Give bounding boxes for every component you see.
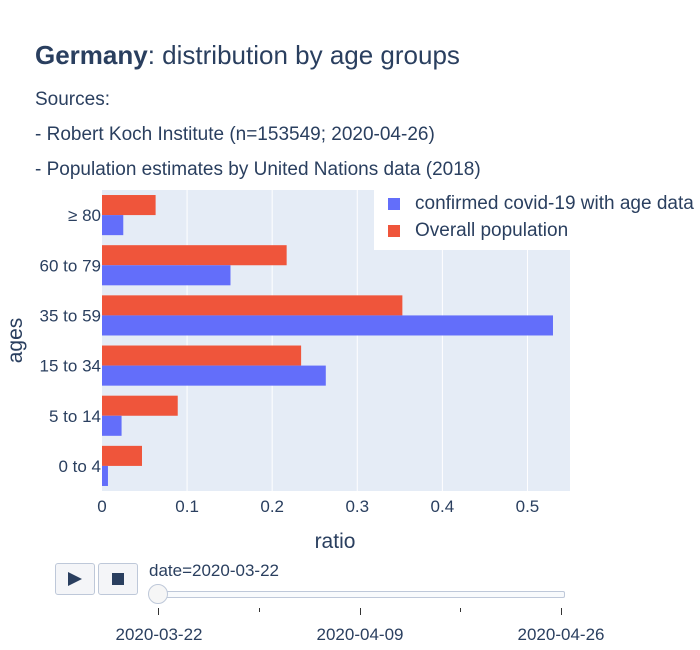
stop-button[interactable] [98,563,138,595]
bar-covid [102,415,122,436]
slider-tick-label[interactable]: 2020-04-26 [517,625,605,644]
slider-tick-label[interactable]: 2020-04-09 [316,625,404,644]
bar-population [102,245,287,266]
play-button[interactable] [55,563,95,595]
source-rki: - Robert Koch Institute (n=153549; 2020-… [35,124,435,145]
bar-covid [102,315,553,336]
x-axis-label: ratio [315,530,356,553]
x-tick-label: 0.1 [175,497,199,516]
stop-icon [112,573,124,585]
y-tick-label: 5 to 14 [49,407,101,426]
bar-chart: 0 0.1 0.2 0.3 0.4 0.5 0 to 4 5 to 14 15 to 34 35 … [4,190,570,553]
date-slider-rail[interactable] [158,591,565,598]
x-tick-label: 0 [97,497,106,516]
slider-minor-tick [460,608,461,612]
title-country: Germany [35,40,148,70]
bar-covid [102,215,124,236]
bar-population [102,445,142,466]
y-tick-label: 35 to 59 [40,306,101,325]
title-text: : distribution by age groups [147,40,460,70]
legend-item-population[interactable]: Overall population [388,220,568,242]
legend: confirmed covid-19 with age data Overall… [374,190,700,250]
legend-swatch-covid [388,198,400,210]
y-tick-label: ≥ 80 [68,206,101,225]
date-slider-handle[interactable] [148,584,168,604]
bar-population [102,295,403,316]
bar-population [102,345,302,366]
y-tick-label: 15 to 34 [40,357,101,376]
y-axis-label: ages [4,318,27,364]
x-tick-label: 0.4 [431,497,455,516]
chart-title: Germany: distribution by age groups [35,40,460,71]
slider-current-value: date=2020-03-22 [149,561,279,580]
bar-population [102,395,178,416]
slider-tick [158,608,159,615]
legend-label-covid: confirmed covid-19 with age data [415,193,694,214]
x-tick-label: 0.5 [516,497,540,516]
bar-population [102,195,156,216]
y-tick-label: 60 to 79 [40,256,101,275]
bar-covid [102,265,231,286]
legend-label-population: Overall population [415,220,569,241]
slider-minor-tick [259,608,260,612]
source-un: - Population estimates by United Nations… [35,159,481,180]
legend-item-covid[interactable]: confirmed covid-19 with age data [388,193,694,215]
slider-tick [360,608,361,615]
slider-tick-label[interactable]: 2020-03-22 [115,625,203,644]
x-tick-label: 0.2 [260,497,284,516]
slider-tick [561,608,562,615]
sources-heading: Sources: [35,89,110,110]
y-tick-label: 0 to 4 [58,457,101,476]
play-icon [68,572,82,586]
legend-swatch-population [388,225,400,237]
bar-covid [102,465,108,486]
bar-covid [102,365,326,386]
x-tick-label: 0.3 [345,497,369,516]
